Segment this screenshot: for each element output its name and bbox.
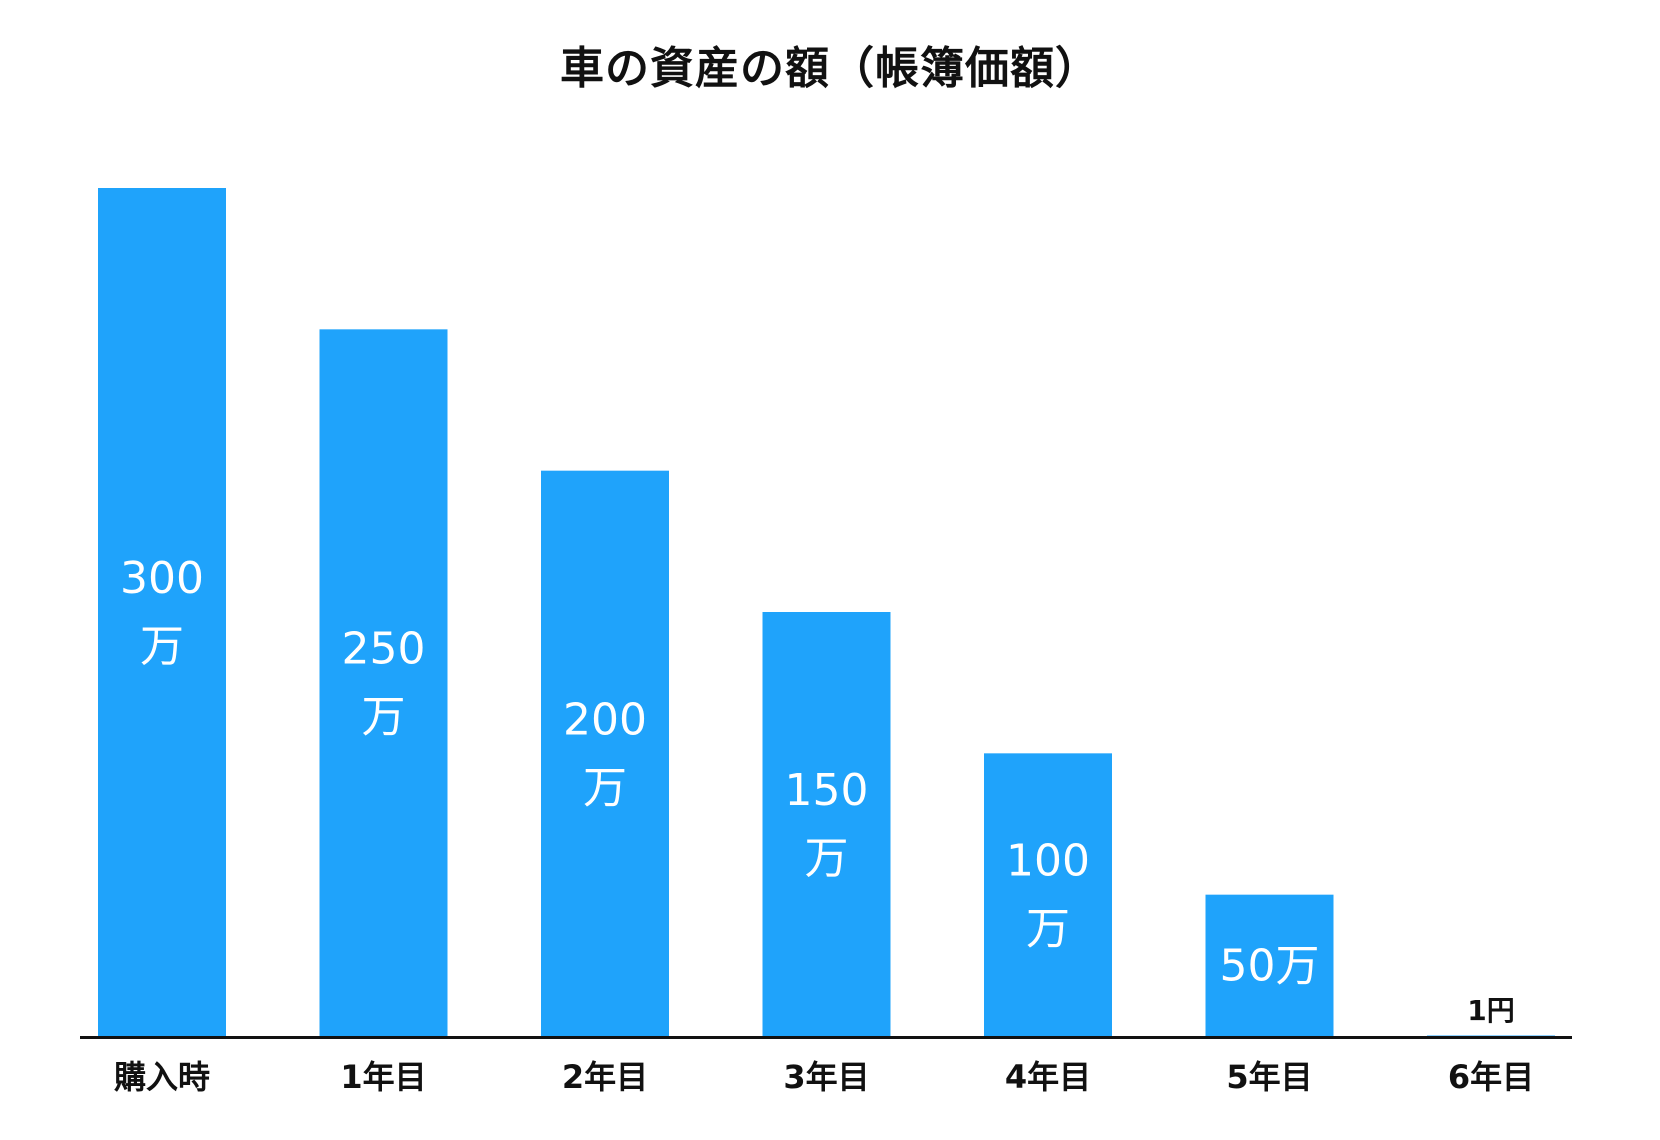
bar (98, 188, 226, 1036)
data-label: 200 (563, 694, 647, 745)
x-tick-label: 1年目 (340, 1058, 426, 1096)
x-tick-label: 5年目 (1226, 1058, 1312, 1096)
data-label: 100 (1006, 836, 1090, 887)
x-tick-label: 3年目 (783, 1058, 869, 1096)
chart-title: 車の資産の額（帳簿価額） (560, 43, 1100, 94)
bar (541, 470, 669, 1037)
x-tick-label: 2年目 (562, 1058, 648, 1096)
data-label: 万 (583, 762, 627, 813)
x-tick-label: 購入時 (114, 1058, 210, 1096)
bar (1205, 894, 1334, 1036)
data-label: 万 (1026, 904, 1070, 955)
data-label: 1円 (1467, 994, 1514, 1027)
x-tick-label: 6年目 (1448, 1058, 1534, 1096)
data-label: 万 (805, 833, 849, 884)
data-label: 50万 (1220, 940, 1320, 991)
bar (762, 612, 891, 1036)
bar (1427, 1035, 1555, 1036)
x-tick-label: 4年目 (1005, 1058, 1091, 1096)
data-label: 150 (785, 765, 869, 816)
data-label: 250 (342, 624, 426, 675)
data-label: 300 (120, 553, 204, 604)
bar (984, 753, 1112, 1036)
data-label: 万 (140, 621, 184, 672)
bar (319, 329, 448, 1036)
data-label: 万 (362, 692, 406, 743)
